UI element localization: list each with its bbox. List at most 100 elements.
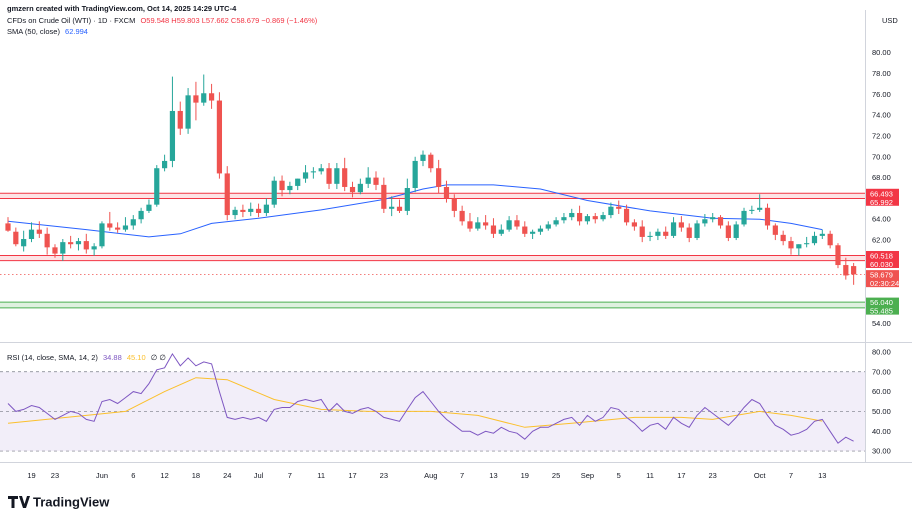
candle[interactable] (208, 83, 215, 109)
candle[interactable] (420, 150, 426, 167)
candle[interactable] (83, 233, 89, 254)
candle[interactable] (216, 92, 223, 179)
candle[interactable] (443, 180, 450, 203)
candle[interactable] (107, 211, 113, 231)
candle[interactable] (279, 175, 285, 197)
candle[interactable] (576, 205, 583, 226)
candle[interactable] (686, 223, 692, 243)
candle[interactable] (545, 221, 551, 231)
candle[interactable] (780, 230, 786, 246)
candle[interactable] (146, 199, 152, 213)
candle[interactable] (232, 206, 238, 220)
candle[interactable] (592, 212, 598, 224)
candle[interactable] (678, 216, 684, 232)
candle[interactable] (600, 211, 606, 222)
candle[interactable] (647, 231, 653, 242)
candle[interactable] (365, 167, 371, 188)
candle[interactable] (835, 243, 841, 269)
candle[interactable] (162, 154, 168, 172)
candle[interactable] (537, 225, 544, 235)
candle[interactable] (177, 101, 183, 135)
candle[interactable] (553, 217, 559, 227)
candle[interactable] (248, 202, 254, 217)
candle[interactable] (428, 152, 434, 173)
candle[interactable] (490, 218, 497, 238)
candle[interactable] (342, 157, 348, 192)
time-axis[interactable]: 19 23 Jun 6 12 18 24 Jul 7 11 17 23 Aug 7 13 19 25 Sep 5 11… (27, 471, 826, 480)
candle[interactable] (749, 205, 755, 215)
candle[interactable] (52, 244, 58, 258)
candle[interactable] (381, 177, 387, 213)
rsi-axis[interactable]: 30.00 40.00 50.00 60.00 70.00 80.00 (872, 347, 891, 455)
candle[interactable] (115, 222, 121, 233)
candle[interactable] (396, 199, 403, 213)
rsi-legend[interactable]: RSI (14, close, SMA, 14, 2) 34.88 45.10 … (7, 353, 166, 362)
candle[interactable] (467, 212, 473, 232)
candle[interactable] (608, 202, 614, 219)
candle[interactable] (154, 165, 160, 207)
candle[interactable] (5, 217, 11, 232)
candle[interactable] (851, 262, 857, 285)
currency-box[interactable] (866, 10, 912, 30)
candle[interactable] (389, 196, 395, 217)
candle[interactable] (373, 171, 379, 191)
candle[interactable] (639, 220, 645, 243)
candle[interactable] (522, 221, 528, 237)
candle[interactable] (655, 228, 661, 241)
candle[interactable] (733, 221, 739, 241)
candle[interactable] (185, 88, 191, 134)
candle[interactable] (757, 194, 763, 212)
candle[interactable] (412, 156, 418, 193)
candle[interactable] (334, 163, 340, 190)
candle[interactable] (271, 176, 277, 208)
candle[interactable] (122, 217, 129, 232)
candle[interactable] (725, 221, 731, 242)
candle[interactable] (326, 163, 332, 190)
candle[interactable] (436, 159, 442, 194)
candle[interactable] (764, 203, 771, 230)
candle[interactable] (68, 235, 74, 249)
candle[interactable] (404, 178, 410, 216)
candle[interactable] (91, 243, 97, 256)
candle[interactable] (819, 229, 825, 240)
candle[interactable] (75, 237, 82, 251)
candle[interactable] (717, 215, 724, 229)
candle[interactable] (130, 215, 136, 230)
candle[interactable] (694, 220, 700, 241)
candle[interactable] (193, 81, 199, 121)
candle[interactable] (796, 244, 802, 256)
candle[interactable] (843, 257, 849, 280)
candle[interactable] (295, 178, 301, 191)
sma-legend[interactable]: SMA (50, close) 62.994 (7, 27, 88, 36)
candle[interactable] (616, 200, 622, 215)
candle[interactable] (287, 181, 293, 195)
candle[interactable] (561, 212, 567, 224)
candle[interactable] (28, 222, 35, 243)
candle[interactable] (811, 231, 818, 246)
candle[interactable] (475, 217, 481, 231)
candle[interactable] (772, 223, 778, 241)
candle[interactable] (138, 207, 144, 224)
candle[interactable] (663, 226, 669, 240)
candle[interactable] (60, 239, 66, 261)
candle[interactable] (263, 198, 269, 217)
candle[interactable] (506, 216, 512, 232)
candle[interactable] (99, 221, 105, 249)
candle[interactable] (584, 214, 591, 225)
candle[interactable] (569, 208, 575, 221)
candle[interactable] (224, 166, 230, 221)
symbol-legend[interactable]: CFDs on Crude Oil (WTI) · 1D · FXCM O59.… (7, 16, 317, 25)
candle[interactable] (255, 203, 262, 218)
candle[interactable] (349, 181, 356, 198)
candle[interactable] (201, 74, 207, 106)
rsi-pane[interactable] (0, 352, 865, 452)
candle[interactable] (357, 178, 363, 195)
candle[interactable] (44, 227, 50, 255)
candle[interactable] (240, 204, 246, 218)
candle[interactable] (302, 165, 309, 183)
candle[interactable] (788, 236, 794, 255)
candle[interactable] (451, 194, 457, 218)
candle[interactable] (318, 164, 324, 175)
candle[interactable] (310, 167, 316, 179)
